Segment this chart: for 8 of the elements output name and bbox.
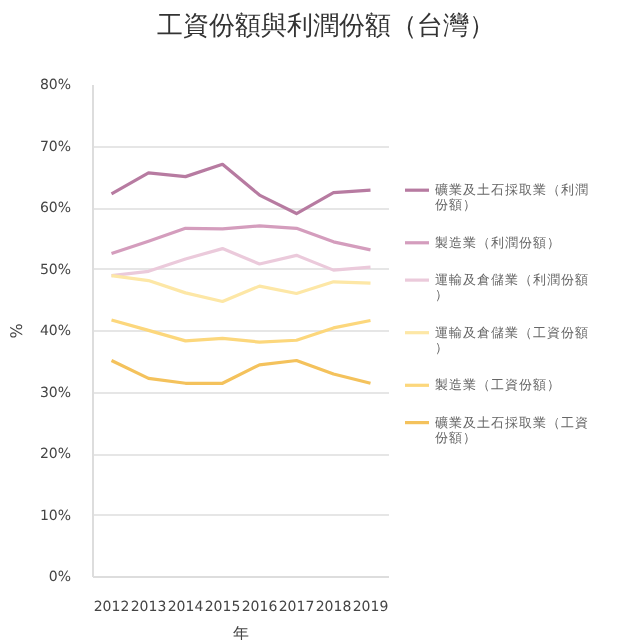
line-series	[109, 318, 373, 344]
y-axis-title: %	[7, 322, 26, 339]
line-series	[109, 358, 373, 385]
line-series	[109, 224, 373, 256]
line-series	[109, 162, 373, 216]
line-series	[109, 274, 373, 304]
chart-title: 工資份額與利潤份額（台灣）	[157, 10, 495, 46]
line-series	[109, 246, 373, 278]
